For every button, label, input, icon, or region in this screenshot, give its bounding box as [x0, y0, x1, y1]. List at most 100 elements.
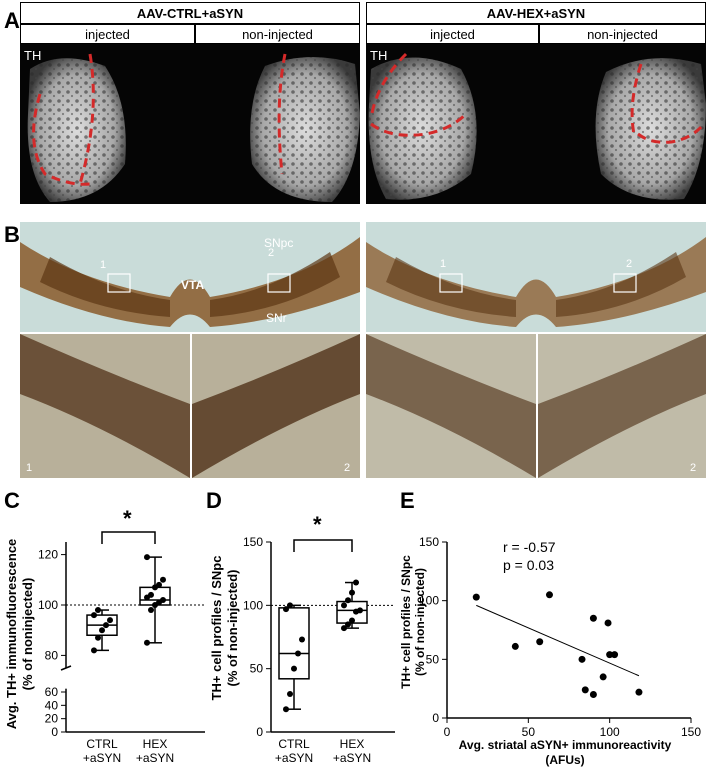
c-ytick-label: 120 — [38, 548, 58, 562]
c-ytick-label: 60 — [45, 685, 59, 699]
c-data-point — [160, 576, 166, 583]
e-xlabel-line2: (AFUs) — [545, 753, 584, 767]
c-data-point — [99, 627, 105, 634]
c-ylabel-line2: (% of noninjected) — [20, 578, 35, 691]
c-sig-bracket — [101, 531, 156, 544]
c-data-point — [107, 617, 113, 624]
c-data-point — [148, 607, 154, 614]
e-data-point — [472, 593, 480, 601]
e-p-stat: p = 0.03 — [503, 557, 554, 573]
c-ylabel-line1: Avg. TH+ immunofluorescence — [4, 539, 19, 730]
c-ytick-label: 40 — [45, 698, 59, 712]
e-data-point — [589, 691, 597, 699]
d-ylabel-line2: (% of non-injected) — [225, 570, 240, 687]
subheader-noninjected-ctrl: non-injected — [195, 24, 360, 44]
c-data-point — [91, 647, 97, 654]
e-data-point — [604, 619, 612, 627]
c-data-point — [144, 639, 150, 646]
group-title-hex: AAV-HEX+aSYN — [366, 2, 706, 24]
c-xtick-label: +aSYN — [83, 751, 121, 765]
e-xtick-label: 0 — [444, 725, 451, 739]
box-2-label-hex: 2 — [626, 258, 633, 270]
vta-label: VTA — [181, 278, 205, 292]
d-data-point — [283, 606, 289, 613]
striatum-micrograph-hex — [366, 44, 706, 204]
d-xtick-label: HEX — [340, 737, 365, 751]
e-xlabel-line1: Avg. striatal aSYN+ immunoreactivity — [459, 738, 672, 752]
crop-1-number-ctrl: 1 — [26, 462, 33, 474]
snr-label: SNr — [266, 311, 287, 325]
subheader-injected-hex: injected — [366, 24, 539, 44]
subheader-noninjected-hex: non-injected — [539, 24, 706, 44]
c-data-point — [144, 554, 150, 561]
box-2-label-ctrl: 2 — [268, 247, 275, 259]
d-data-point — [349, 617, 355, 624]
c-data-point — [103, 622, 109, 629]
d-data-point — [341, 625, 347, 632]
c-ytick-label: 20 — [45, 712, 59, 726]
d-data-point — [345, 597, 351, 604]
d-xtick-label: CTRL — [278, 737, 310, 751]
e-axes: 0 50 100 150 0 50 100 150 — [419, 535, 701, 739]
e-ytick-label: 0 — [432, 711, 439, 725]
zoom-crop-1-ctrl — [20, 334, 190, 478]
e-data-point — [611, 651, 619, 659]
group-title-ctrl: AAV-CTRL+aSYN — [20, 2, 360, 24]
c-axis-break — [60, 665, 72, 671]
panel-d-letter: D — [206, 488, 222, 513]
d-data-point — [283, 706, 289, 713]
panel-b-letter: B — [4, 222, 20, 247]
th-stain-label-ctrl: TH — [24, 48, 42, 63]
d-data-point — [291, 665, 297, 672]
c-data-point — [148, 591, 154, 598]
subheader-injected-ctrl: injected — [20, 24, 195, 44]
d-ytick-label: 50 — [250, 662, 264, 676]
e-xtick-label: 150 — [681, 725, 701, 739]
d-ytick-label: 0 — [256, 725, 263, 739]
e-data-point — [599, 673, 607, 681]
e-data-point — [589, 614, 597, 622]
e-data-point — [606, 651, 614, 659]
box-1-label-ctrl: 1 — [100, 259, 107, 271]
panel-d-chart: TH+ cell profiles / SNpc (% of non-injec… — [209, 535, 395, 765]
panel-e-chart: TH+ cell profiles / SNpc (% of non-injec… — [399, 535, 701, 767]
midbrain-micrograph-ctrl — [20, 222, 360, 332]
d-marks — [278, 539, 368, 713]
e-ylabel-line2: (% of non-injected) — [413, 568, 427, 676]
panel-e-letter: E — [400, 488, 415, 513]
c-xtick-label: CTRL — [86, 737, 118, 751]
c-marks — [86, 531, 171, 654]
zoom-crop-2-hex — [538, 334, 706, 478]
d-xtick-label: +aSYN — [333, 751, 371, 765]
d-data-point — [357, 607, 363, 614]
c-data-point — [91, 612, 97, 619]
d-data-point — [341, 602, 347, 609]
snpc-label: SNpc — [264, 236, 294, 250]
c-data-point — [160, 596, 166, 603]
c-data-point — [156, 581, 162, 588]
d-data-point — [299, 636, 305, 643]
c-data-point — [95, 607, 101, 614]
midbrain-micrograph-hex — [366, 222, 706, 332]
c-xtick-label: +aSYN — [136, 751, 174, 765]
d-sig-bracket — [293, 539, 353, 552]
c-data-point — [95, 634, 101, 641]
e-data-point — [581, 686, 589, 694]
th-stain-label-hex: TH — [370, 48, 388, 63]
e-data-point — [511, 642, 519, 650]
d-significance: * — [313, 512, 322, 537]
e-ytick-label: 50 — [426, 652, 440, 666]
e-data-point — [635, 688, 643, 696]
c-ytick-label: 80 — [45, 648, 59, 662]
c-ytick-label: 0 — [51, 725, 58, 739]
e-r-stat: r = -0.57 — [503, 539, 556, 555]
e-ytick-label: 100 — [419, 594, 439, 608]
e-xtick-label: 100 — [600, 725, 620, 739]
panel-a-letter: A — [4, 8, 20, 33]
crop-2-number-ctrl: 2 — [344, 462, 351, 474]
d-data-point — [295, 650, 301, 657]
zoom-crop-1-hex — [366, 334, 536, 478]
e-data-point — [536, 638, 544, 646]
